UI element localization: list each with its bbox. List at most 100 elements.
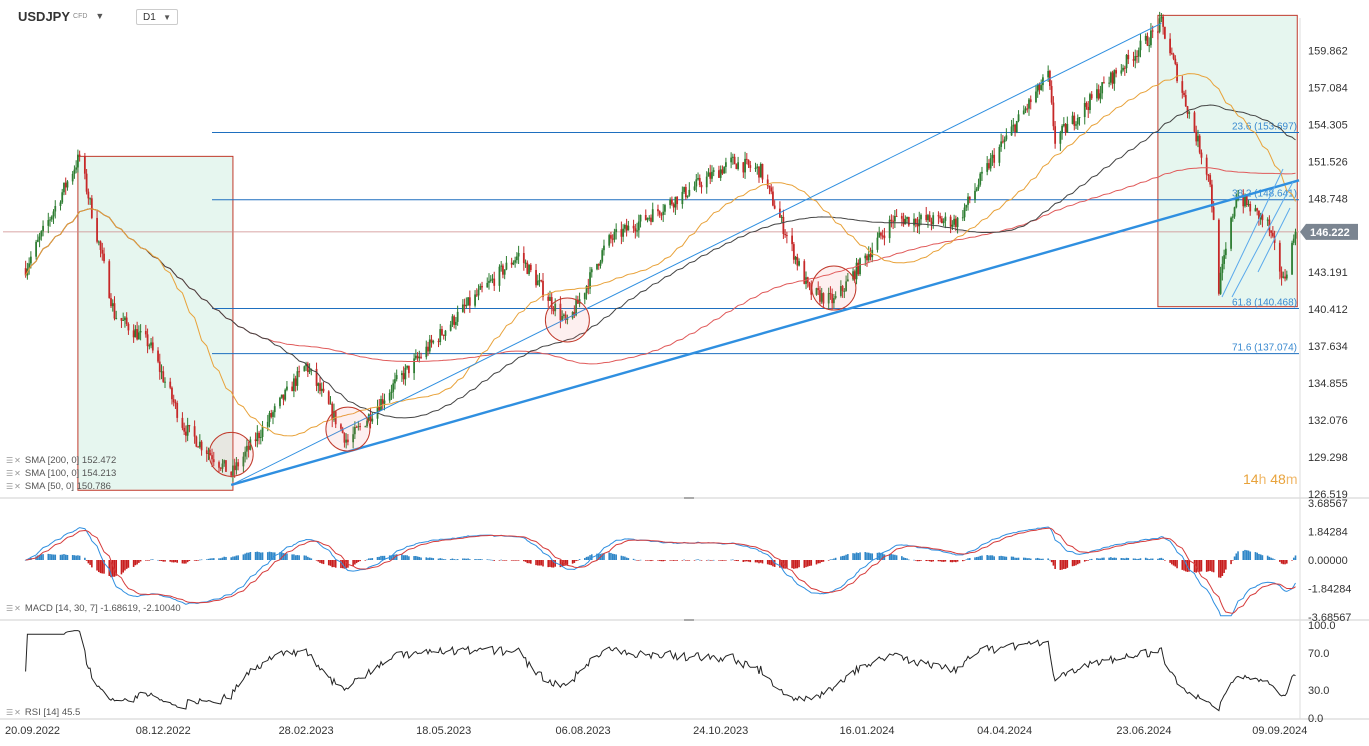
macd-histogram-bar <box>1174 560 1177 567</box>
candle-body <box>672 204 675 208</box>
macd-histogram-bar <box>296 555 299 560</box>
settings-icon[interactable]: ☰✕ <box>6 482 22 491</box>
current-price-label: 146.222 <box>1310 227 1350 239</box>
macd-histogram-bar <box>974 557 976 560</box>
candle-body <box>721 169 724 174</box>
candle-body <box>171 387 173 400</box>
candle-body <box>1000 141 1003 147</box>
macd-histogram-bar <box>286 553 288 560</box>
symbol-selector[interactable]: USDJPY CFD ▼ <box>18 6 104 26</box>
macd-histogram-bar <box>732 559 734 561</box>
candle-body <box>272 412 274 417</box>
macd-histogram-bar <box>209 558 212 560</box>
macd-histogram-bar <box>193 560 196 561</box>
macd-histogram-bar <box>207 558 210 560</box>
macd-histogram-bar <box>98 560 100 573</box>
candle-body <box>475 294 478 296</box>
macd-histogram-bar <box>85 560 88 561</box>
candle-body <box>758 166 760 178</box>
macd-histogram-bar <box>1150 558 1152 560</box>
candle-body <box>1134 55 1137 61</box>
legend-sma50[interactable]: ☰✕ SMA [50, 0] 150.786 <box>6 481 111 492</box>
macd-histogram-bar <box>78 555 81 560</box>
candle-body <box>1249 204 1252 212</box>
candle-body <box>707 172 710 177</box>
macd-histogram-bar <box>59 554 62 560</box>
macd-histogram-bar <box>233 556 236 560</box>
candle-body <box>855 262 858 280</box>
candle-body <box>731 156 734 158</box>
macd-histogram-bar <box>657 560 659 561</box>
candle-body <box>796 256 799 266</box>
candle-body <box>681 191 684 205</box>
candle-body <box>211 455 213 460</box>
candle-body <box>742 162 745 173</box>
legend-sma200[interactable]: ☰✕ SMA [200, 0] 152.472 <box>6 455 117 466</box>
macd-histogram-bar <box>524 560 527 562</box>
candle-body <box>1221 263 1224 273</box>
candle-body <box>115 317 118 319</box>
candle-body <box>1054 126 1057 144</box>
candle-body <box>432 341 435 343</box>
rsi-axis-label: 100.0 <box>1308 620 1336 632</box>
candle-body <box>237 462 240 467</box>
candle-body <box>1235 199 1238 208</box>
settings-icon[interactable]: ☰✕ <box>6 604 22 613</box>
macd-histogram-bar <box>186 560 189 563</box>
macd-histogram-bar <box>211 558 213 560</box>
candle-body <box>293 378 295 392</box>
macd-histogram-bar <box>307 556 309 560</box>
macd-histogram-bar <box>157 559 159 561</box>
candle-body <box>611 238 614 240</box>
macd-histogram-bar <box>1103 557 1105 560</box>
macd-histogram-bar <box>160 560 163 562</box>
macd-histogram-bar <box>1146 558 1149 560</box>
pane-resize-handle[interactable] <box>684 497 694 499</box>
candle-body <box>1137 50 1140 57</box>
candle-body <box>225 460 227 472</box>
macd-histogram-bar <box>317 560 320 562</box>
candle-body <box>754 167 757 169</box>
settings-icon[interactable]: ☰✕ <box>6 456 22 465</box>
candle-body <box>1040 85 1043 90</box>
candle-body <box>522 253 525 263</box>
candle-body <box>637 221 640 231</box>
macd-histogram-bar <box>1249 551 1252 560</box>
macd-histogram-bar <box>536 560 539 566</box>
macd-histogram-bar <box>517 560 520 561</box>
fib-level-label: 38.2 (148.641) <box>1232 189 1297 200</box>
macd-histogram-bar <box>1235 553 1238 560</box>
macd-histogram-bar <box>528 560 530 564</box>
candle-body <box>388 393 391 401</box>
candle-body <box>1197 135 1199 142</box>
candle-body <box>87 191 90 199</box>
candle-body <box>1266 219 1269 221</box>
candle-body <box>794 256 797 260</box>
candle-body <box>1022 110 1025 115</box>
macd-histogram-bar <box>892 554 894 560</box>
candle-body <box>1089 94 1091 111</box>
macd-histogram-bar <box>355 560 358 564</box>
candle-body <box>505 262 508 270</box>
candle-body <box>1271 232 1274 237</box>
candle-body <box>815 288 818 295</box>
candle-body <box>1083 102 1086 118</box>
legend-rsi[interactable]: ☰✕ RSI [14] 45.5 <box>6 707 81 718</box>
chevron-down-icon: ▼ <box>163 12 171 22</box>
legend-macd[interactable]: ☰✕ MACD [14, 30, 7] -1.68619, -2.10040 <box>6 603 181 614</box>
macd-histogram-bar <box>864 552 867 560</box>
settings-icon[interactable]: ☰✕ <box>6 708 22 717</box>
timeframe-select[interactable]: D1 ▼ <box>136 9 178 25</box>
candle-body <box>1186 106 1189 114</box>
legend-sma100[interactable]: ☰✕ SMA [100, 0] 154.213 <box>6 468 117 479</box>
settings-icon[interactable]: ☰✕ <box>6 469 22 478</box>
macd-histogram-bar <box>566 560 569 565</box>
candle-body <box>59 202 62 206</box>
macd-histogram-bar <box>1266 555 1269 560</box>
macd-histogram-bar <box>707 559 710 561</box>
macd-histogram-bar <box>845 554 847 560</box>
pane-resize-handle[interactable] <box>684 619 694 621</box>
macd-histogram-bar <box>413 556 415 560</box>
candle-body <box>1176 63 1178 82</box>
